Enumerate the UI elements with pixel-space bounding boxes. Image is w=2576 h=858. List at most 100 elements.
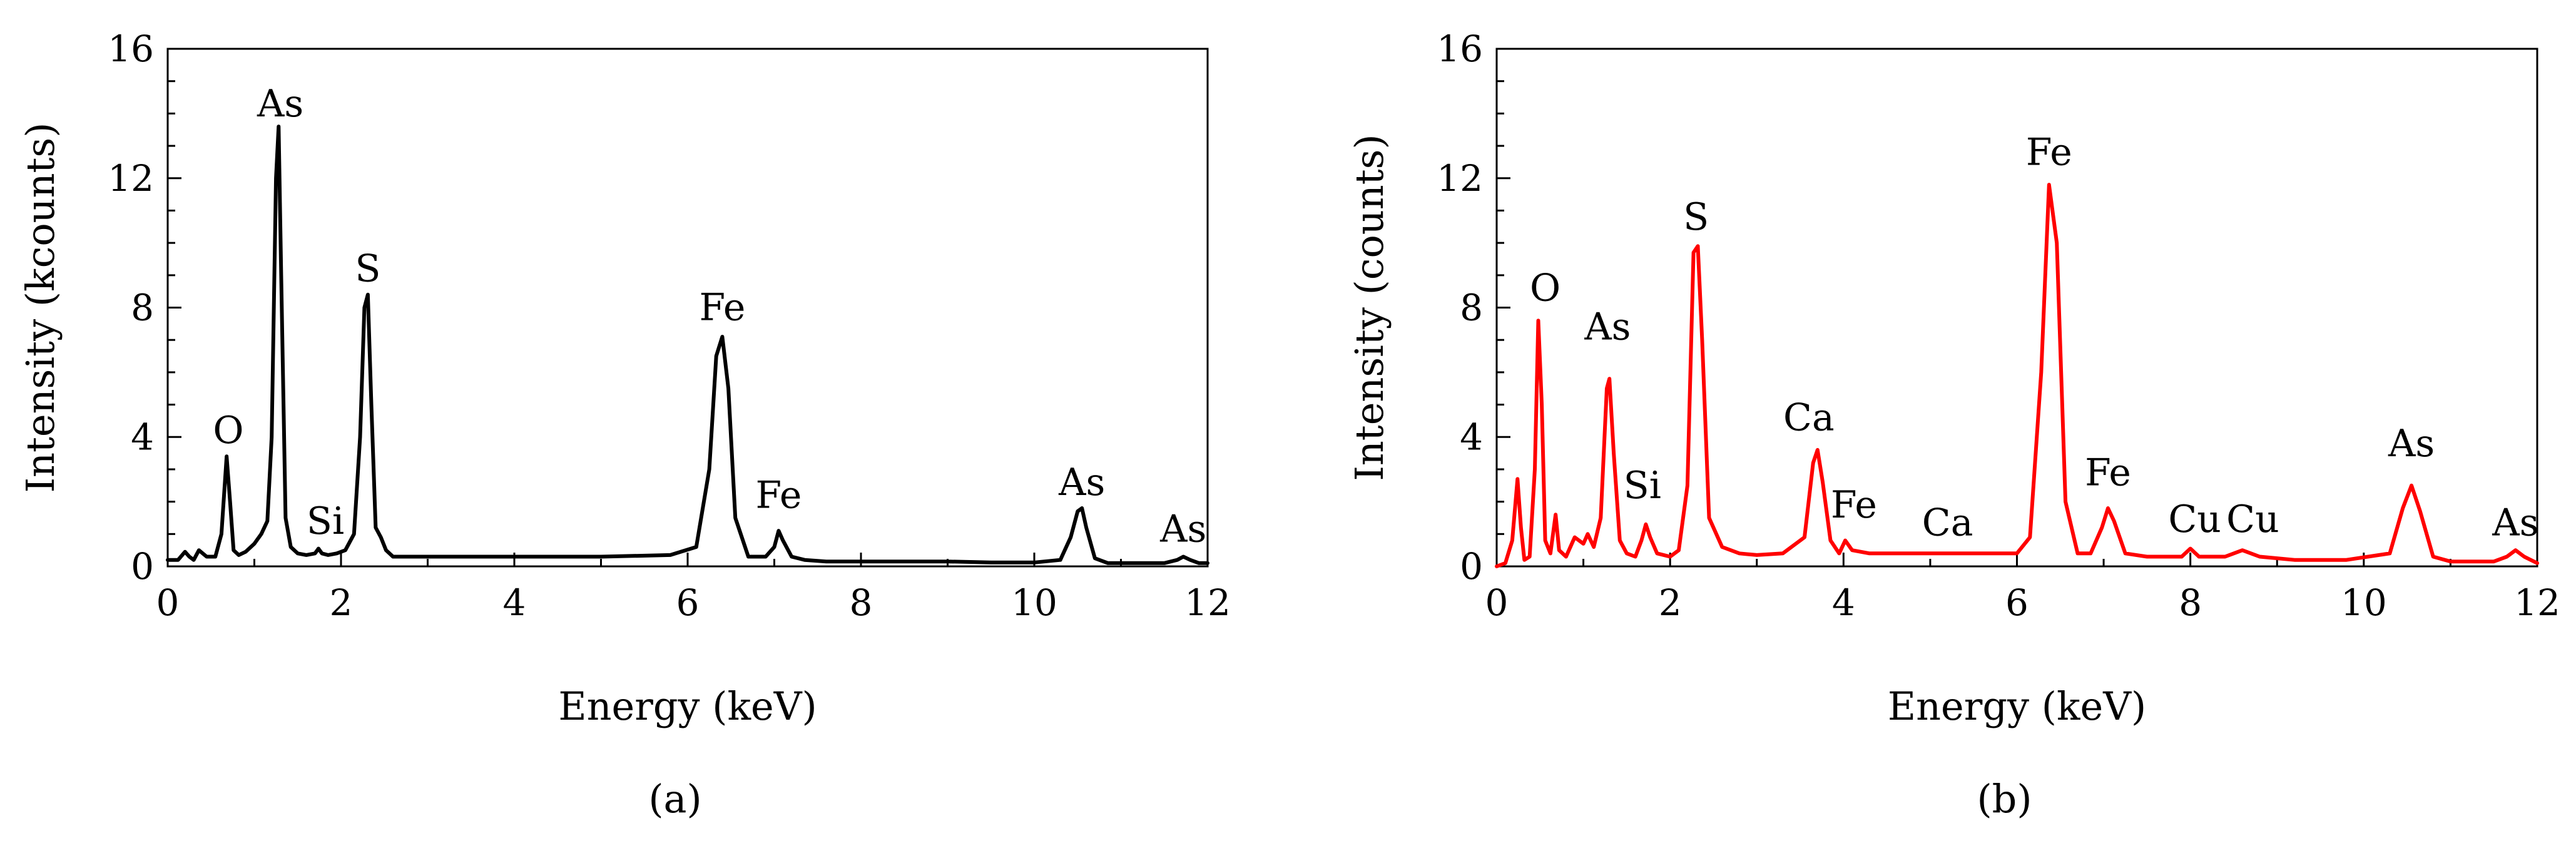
- spectrum-line: [1495, 183, 2539, 568]
- spectrum-point: [2293, 558, 2296, 562]
- spectrum-point: [1093, 556, 1097, 560]
- spectrum-point: [197, 548, 201, 552]
- spectrum-point: [183, 550, 187, 554]
- peak-label: Fe: [699, 286, 745, 330]
- x-tick-label: 10: [1011, 581, 1057, 624]
- spectrum-point: [370, 403, 373, 407]
- spectrum-point: [205, 555, 208, 558]
- spectrum-point: [1188, 558, 1192, 562]
- spectrum-point: [176, 558, 180, 562]
- spectrum-point: [166, 558, 170, 562]
- spectrum-point: [776, 529, 780, 533]
- spectrum-point: [1816, 448, 1820, 452]
- spectrum-point: [1738, 551, 1741, 555]
- peak-label: As: [1584, 305, 1631, 349]
- peak-label: Cu: [2226, 498, 2279, 541]
- spectrum-point: [244, 550, 248, 554]
- spectrum-point: [2089, 551, 2092, 555]
- y-tick-label: 16: [108, 28, 154, 70]
- spectrum-point: [1781, 551, 1784, 555]
- spectrum-point: [668, 553, 672, 557]
- spectrum-point: [374, 526, 377, 529]
- peak-label: Fe: [2026, 131, 2072, 175]
- x-tick-label: 2: [330, 581, 353, 624]
- y-axis-title: Intensity (kcounts): [18, 123, 63, 493]
- spectrum-point: [1644, 523, 1647, 526]
- peak-label: Ca: [1922, 501, 1973, 544]
- y-tick-label: 16: [1437, 28, 1483, 70]
- spectrum-point: [1515, 477, 1519, 481]
- spectrum-point: [902, 559, 906, 563]
- spectrum-point: [825, 559, 828, 563]
- spectrum-point: [2241, 548, 2244, 552]
- peak-label: S: [1683, 195, 1709, 239]
- peak-label: S: [355, 247, 380, 291]
- spectrum-point: [2180, 555, 2184, 558]
- spectrum-point: [1720, 545, 1724, 549]
- spectrum-point: [764, 555, 768, 558]
- chart-panel-a: 0 2 4 6 8 10 12 0 4 8 12 16 Energy (keV) Intensity (k…: [18, 28, 1231, 822]
- panel-caption: (a): [648, 776, 701, 822]
- spectrum-point: [2505, 555, 2508, 558]
- spectrum-point: [1850, 548, 1854, 552]
- spectrum-point: [2106, 506, 2110, 510]
- spectrum-point: [1519, 526, 1523, 529]
- spectrum-point: [188, 555, 191, 558]
- spectrum-point: [296, 551, 300, 555]
- spectrum-point: [1495, 564, 1499, 568]
- spectrum-point: [305, 553, 308, 557]
- spectrum-point: [2513, 548, 2517, 552]
- spectrum-point: [192, 558, 196, 562]
- peak-label: As: [2492, 501, 2538, 544]
- spectrum-point: [2112, 519, 2116, 523]
- spectrum-point: [2223, 555, 2227, 558]
- y-tick-label: 8: [131, 287, 154, 329]
- spectrum-point: [746, 555, 750, 558]
- x-tick-label: 6: [2005, 581, 2029, 624]
- spectrum-point: [1163, 561, 1166, 565]
- spectrum-point: [1605, 387, 1609, 391]
- spectrum-point: [232, 548, 235, 552]
- spectrum-point: [2100, 526, 2104, 529]
- spectrum-point: [2431, 555, 2435, 558]
- spectrum-point: [1510, 539, 1514, 543]
- peak-label: Fe: [1831, 483, 1877, 527]
- spectrum-point: [2344, 558, 2348, 562]
- spectrum-point: [2039, 370, 2043, 374]
- spectrum-point: [1106, 561, 1110, 565]
- spectrum-point: [2145, 555, 2149, 558]
- spectrum-point: [1599, 516, 1602, 519]
- spectrum-point: [274, 176, 278, 180]
- spectrum-point: [2258, 555, 2261, 558]
- spectrum-point: [1803, 536, 1806, 539]
- spectrum-point: [1868, 551, 1871, 555]
- spectrum-point: [2418, 509, 2422, 513]
- spectrum-point: [2388, 551, 2391, 555]
- peak-label: As: [257, 82, 303, 126]
- spectrum-points: [166, 125, 1209, 565]
- spectrum-points: [1495, 183, 2539, 568]
- spectrum-point: [366, 293, 370, 297]
- spectrum-point: [1522, 558, 1526, 562]
- spectrum-point: [1655, 551, 1659, 555]
- spectrum-point: [228, 500, 232, 504]
- spectrum-point: [695, 545, 698, 549]
- x-tick-label: 8: [2179, 581, 2202, 624]
- x-tick-label: 10: [2341, 581, 2387, 624]
- y-tick-label: 12: [1437, 157, 1483, 200]
- spectrum-point: [260, 532, 263, 536]
- spectrum-point: [1686, 484, 1689, 488]
- spectrum-point: [1181, 555, 1185, 558]
- peak-label: O: [213, 409, 243, 452]
- spectrum-point: [1692, 251, 1696, 255]
- spectrum-point: [384, 548, 388, 552]
- x-tick-label: 2: [1659, 581, 1682, 624]
- spectrum-point: [279, 273, 283, 277]
- spectrum-point: [253, 542, 256, 546]
- peak-label: As: [1058, 461, 1105, 504]
- spectrum-point: [1586, 532, 1589, 536]
- spectrum-point: [391, 555, 395, 558]
- spectrum-point: [512, 555, 516, 558]
- spectrum-point: [2448, 559, 2452, 563]
